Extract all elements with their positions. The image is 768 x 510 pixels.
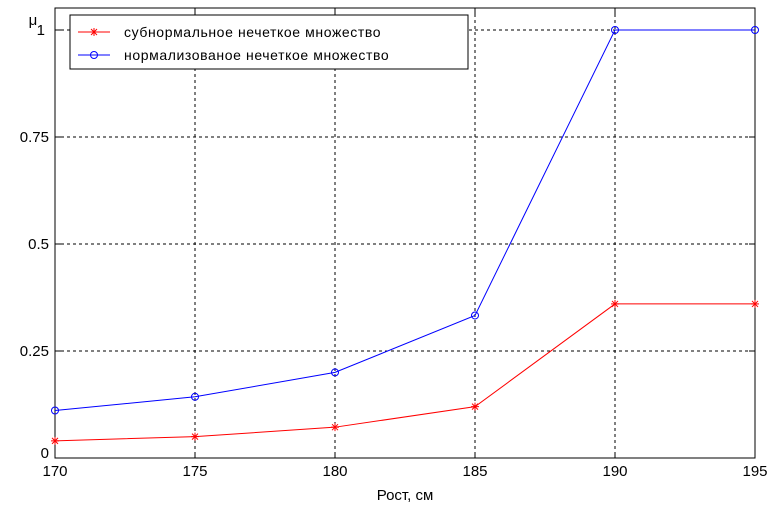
y-tick-label: 1 bbox=[37, 22, 45, 39]
data-point bbox=[191, 392, 199, 401]
y-tick-label: 0.5 bbox=[28, 236, 49, 253]
legend-marker bbox=[90, 51, 98, 59]
legend-marker bbox=[90, 28, 98, 36]
y-tick-label: 0 bbox=[41, 445, 49, 462]
y-tick-label: 0.75 bbox=[20, 129, 49, 146]
grid bbox=[55, 8, 755, 458]
x-axis-label: Рост, см bbox=[377, 487, 434, 504]
data-point bbox=[191, 432, 199, 441]
series-line-1 bbox=[54, 29, 755, 411]
legend-marker-subnormal bbox=[90, 28, 98, 36]
legend: субнормальное нечеткое множество нормали… bbox=[69, 14, 469, 70]
data-point bbox=[331, 368, 339, 377]
series-0 bbox=[51, 299, 759, 445]
data-point bbox=[331, 423, 339, 432]
y-axis-label: μ bbox=[29, 12, 38, 29]
series-1 bbox=[51, 26, 759, 415]
x-tick-label: 195 bbox=[742, 463, 767, 480]
x-tick-label: 170 bbox=[42, 463, 67, 480]
legend-marker-normalized bbox=[90, 51, 98, 59]
x-tick-label: 190 bbox=[602, 463, 627, 480]
data-point bbox=[751, 26, 759, 34]
x-tick-label: 185 bbox=[462, 463, 487, 480]
y-axis-ticks: 0 0.25 0.5 0.75 1 bbox=[20, 22, 755, 462]
plot-frame bbox=[54, 7, 756, 459]
data-point bbox=[471, 402, 479, 411]
data-point bbox=[611, 26, 619, 34]
legend-label-normalized: нормализованое нечеткое множество bbox=[124, 47, 389, 63]
data-point bbox=[471, 311, 479, 320]
series-line-0 bbox=[54, 303, 755, 442]
data-point bbox=[51, 436, 59, 445]
data-point bbox=[751, 299, 759, 308]
legend-label-subnormal: субнормальное нечеткое множество bbox=[124, 24, 381, 40]
y-tick-label: 0.25 bbox=[20, 343, 49, 360]
series-group bbox=[51, 26, 759, 445]
legend-box bbox=[69, 14, 469, 70]
data-point bbox=[51, 406, 59, 415]
data-point bbox=[611, 299, 619, 308]
legend-entry-subnormal: субнормальное нечеткое множество bbox=[78, 24, 381, 40]
x-axis-ticks: 170 175 180 185 190 195 bbox=[42, 8, 768, 480]
x-tick-label: 175 bbox=[182, 463, 207, 480]
x-tick-label: 180 bbox=[322, 463, 347, 480]
legend-entry-normalized: нормализованое нечеткое множество bbox=[78, 47, 389, 63]
